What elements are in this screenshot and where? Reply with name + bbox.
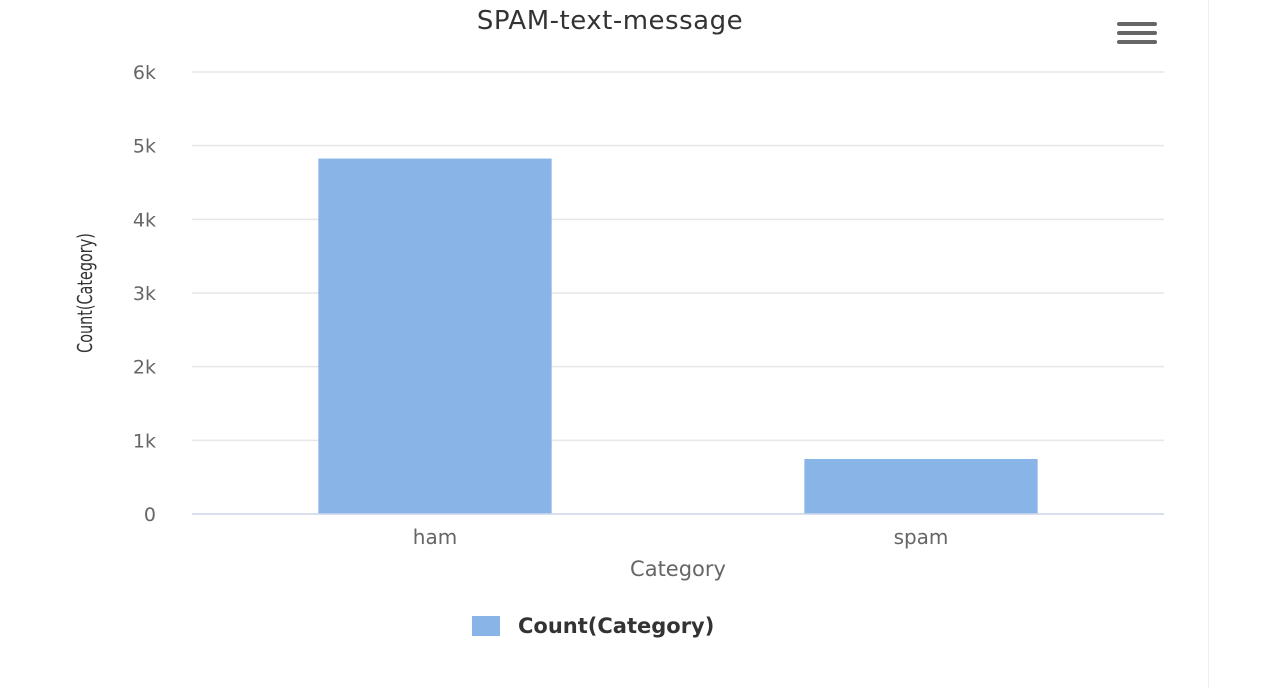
- axes: 0 1k 2k 3k 4k 5k 6k ham spam: [133, 62, 1164, 549]
- y-tick-label: 5k: [133, 136, 156, 158]
- y-axis-title: Count(Category): [75, 233, 98, 353]
- y-tick-label: 1k: [133, 430, 156, 452]
- bar-ham[interactable]: [318, 158, 552, 514]
- y-tick-label: 6k: [133, 62, 156, 84]
- right-divider: [1208, 0, 1209, 688]
- chart-title: SPAM-text-message: [476, 6, 744, 36]
- bar-spam[interactable]: [804, 458, 1038, 514]
- bar-series: [318, 158, 1038, 514]
- chart-menu-button[interactable]: [1115, 20, 1159, 46]
- chart-plot: 0 1k 2k 3k 4k 5k 6k ham spam Count(Category) Cat…: [75, 62, 1164, 581]
- x-tick-label: ham: [413, 525, 457, 549]
- y-tick-label: 4k: [133, 209, 156, 231]
- y-tick-label: 3k: [133, 283, 156, 305]
- chart-container: SPAM-text-message 0 1k 2k 3k 4k 5k 6k ham spam C…: [75, 6, 1164, 640]
- legend-label: Count(Category): [518, 614, 715, 638]
- x-tick-label: spam: [894, 525, 949, 549]
- legend-item[interactable]: Count(Category): [472, 612, 714, 640]
- legend-swatch: [472, 616, 500, 636]
- y-tick-label: 0: [144, 504, 156, 526]
- y-tick-label: 2k: [133, 357, 156, 379]
- x-axis-title: Category: [630, 557, 726, 581]
